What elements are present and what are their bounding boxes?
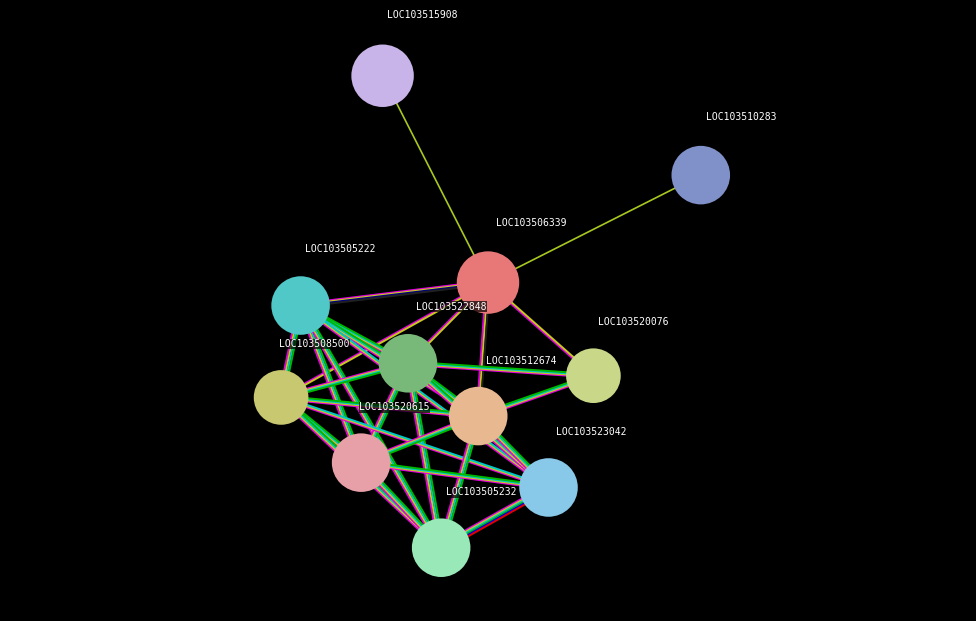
- Ellipse shape: [449, 387, 508, 445]
- Ellipse shape: [671, 146, 730, 204]
- Text: LOC103508500: LOC103508500: [279, 339, 349, 349]
- Text: LOC103510283: LOC103510283: [706, 112, 776, 122]
- Text: LOC103505222: LOC103505222: [305, 244, 376, 254]
- Text: LOC103520076: LOC103520076: [598, 317, 669, 327]
- Text: LOC103512674: LOC103512674: [486, 356, 556, 366]
- Ellipse shape: [566, 348, 621, 403]
- Text: LOC103515908: LOC103515908: [387, 10, 458, 20]
- Text: LOC103506339: LOC103506339: [496, 218, 566, 228]
- Ellipse shape: [271, 276, 330, 335]
- Text: LOC103523042: LOC103523042: [556, 427, 627, 437]
- Text: LOC103520615: LOC103520615: [359, 402, 429, 412]
- Ellipse shape: [457, 252, 519, 314]
- Ellipse shape: [332, 433, 390, 492]
- Ellipse shape: [519, 458, 578, 517]
- Text: LOC103505232: LOC103505232: [446, 487, 516, 497]
- Ellipse shape: [412, 519, 470, 577]
- Ellipse shape: [351, 45, 414, 107]
- Ellipse shape: [254, 370, 308, 425]
- Ellipse shape: [379, 334, 437, 392]
- Text: LOC103522848: LOC103522848: [416, 302, 486, 312]
